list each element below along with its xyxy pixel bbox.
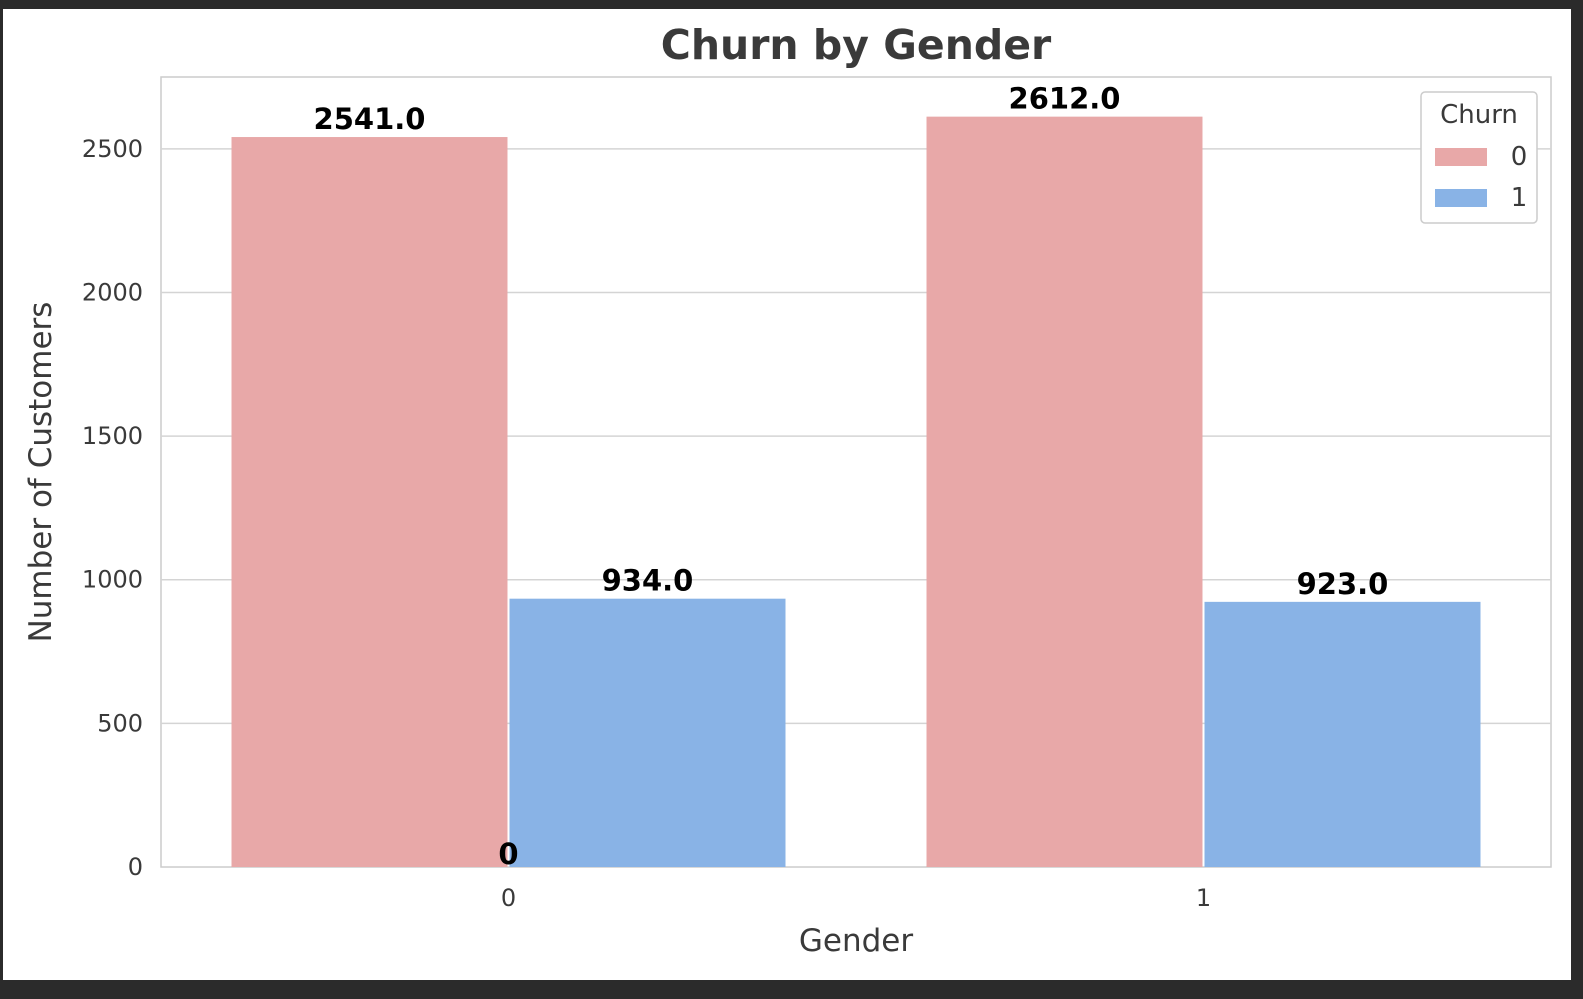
x-tick-label: 1 (1196, 884, 1211, 912)
x-tick-label: 0 (501, 884, 516, 912)
bar-value-labels: 2541.0 934.0 2612.0 923.0 0 (314, 82, 1389, 871)
bar-value-label: 2612.0 (1009, 82, 1121, 116)
legend: Churn 0 1 (1420, 91, 1538, 224)
y-tick-label: 500 (97, 709, 143, 737)
legend-swatch-churn-1 (1435, 189, 1487, 207)
y-tick-label: 2500 (82, 135, 143, 163)
bar-value-label: 923.0 (1297, 567, 1389, 601)
figure-frame: Churn by Gender 0 500 1000 1500 2000 2500 254… (3, 9, 1571, 980)
bar-value-label: 2541.0 (314, 102, 426, 136)
bar-gender-1-churn-1 (1204, 601, 1481, 867)
bars (231, 116, 1481, 868)
legend-title: Churn (1440, 100, 1518, 130)
y-tick-labels: 0 500 1000 1500 2000 2500 (82, 135, 143, 881)
bar-gender-1-churn-0 (926, 116, 1203, 868)
zero-annotation: 0 (498, 837, 518, 871)
bar-value-label: 934.0 (602, 564, 694, 598)
x-axis-label: Gender (799, 923, 913, 959)
bar-gender-0-churn-0 (231, 137, 508, 868)
y-tick-label: 1500 (82, 422, 143, 450)
y-tick-label: 2000 (82, 278, 143, 306)
y-tick-label: 0 (128, 853, 143, 881)
legend-label-churn-1: 1 (1511, 183, 1528, 213)
chart-title: Churn by Gender (661, 21, 1052, 69)
bar-gender-0-churn-1 (509, 598, 786, 867)
legend-label-churn-0: 0 (1511, 142, 1528, 172)
y-tick-label: 1000 (82, 566, 143, 594)
y-axis-label: Number of Customers (23, 302, 59, 643)
legend-swatch-churn-0 (1435, 148, 1487, 166)
